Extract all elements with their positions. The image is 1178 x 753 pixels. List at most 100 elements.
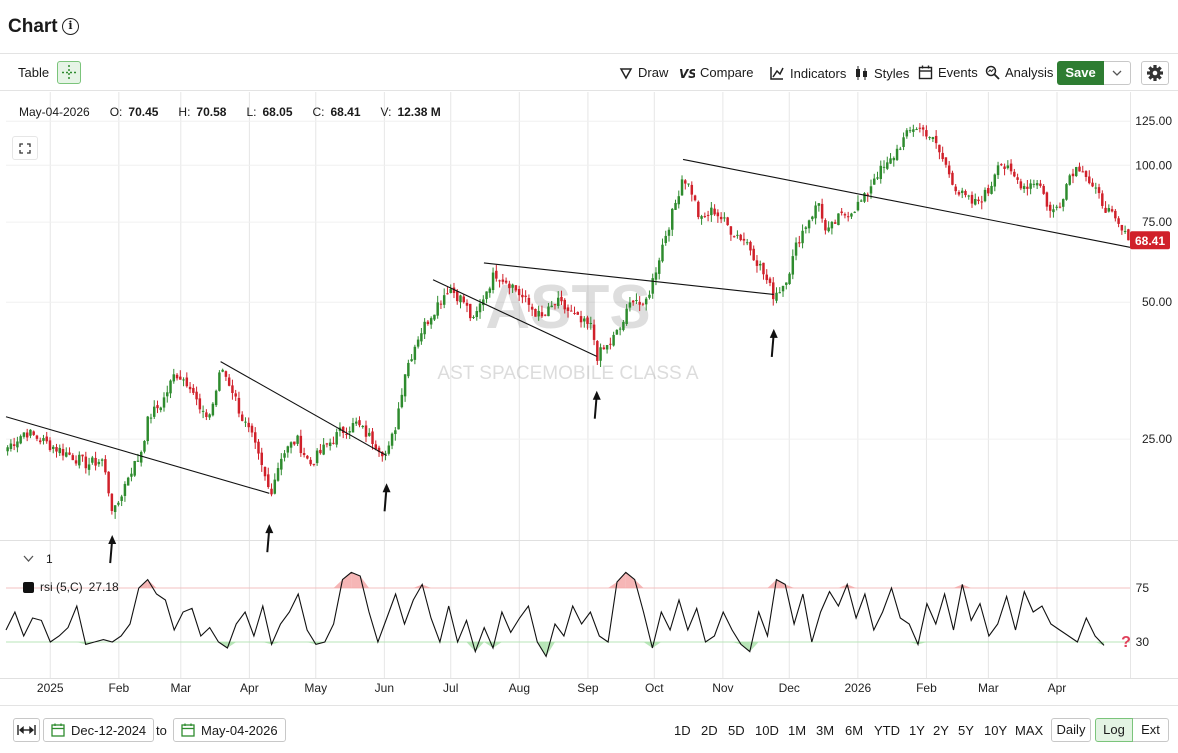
candle <box>667 227 671 242</box>
period-10d[interactable]: 10D <box>755 723 779 738</box>
chart-area[interactable]: 2025 Feb Mar Apr May Jun Jul Aug Sep Oct Nov Dec 202… <box>0 92 1178 704</box>
settings-button[interactable] <box>1141 61 1169 85</box>
period-5d[interactable]: 5D <box>728 723 745 738</box>
table-label: Table <box>18 65 50 80</box>
candle <box>951 170 954 186</box>
oversold-zone <box>262 642 272 645</box>
period-2y[interactable]: 2Y <box>933 723 949 738</box>
analysis-icon <box>985 65 1000 80</box>
candle <box>713 204 716 216</box>
to-label: to <box>156 723 167 738</box>
table-button[interactable]: Table <box>18 65 49 80</box>
candle <box>706 210 710 222</box>
draw-button[interactable]: Draw <box>619 65 668 80</box>
analysis-label: Analysis <box>1005 65 1054 80</box>
period-1d[interactable]: 1D <box>674 723 691 738</box>
arrow-up-icon <box>265 524 274 553</box>
candle <box>442 288 446 309</box>
period-1y[interactable]: 1Y <box>909 723 925 738</box>
y-tick-label: 25.00 <box>1142 432 1172 446</box>
indicators-button[interactable]: Indicators <box>769 65 846 81</box>
chevron-down-icon[interactable] <box>23 555 34 563</box>
start-date-input[interactable]: Dec-12-2024 <box>43 718 155 742</box>
log-toggle[interactable]: Log <box>1095 718 1133 742</box>
period-10y[interactable]: 10Y <box>984 723 1008 738</box>
candle <box>371 428 374 450</box>
candle <box>869 179 873 199</box>
candle <box>358 416 361 428</box>
compare-button[interactable]: VS Compare <box>679 65 753 80</box>
rsi-value: 27.18 <box>88 580 119 594</box>
candle <box>465 299 469 313</box>
candle <box>563 298 566 314</box>
save-button[interactable]: Save <box>1057 61 1104 85</box>
draw-label: Draw <box>638 65 669 80</box>
oversold-zone <box>732 642 741 645</box>
title-bar: Chart i <box>0 0 1178 54</box>
period-1m[interactable]: 1M <box>788 723 807 738</box>
candle <box>941 146 944 162</box>
period-6m[interactable]: 6M <box>845 723 864 738</box>
candle <box>68 447 71 456</box>
last-price-tag: 68.41 <box>1130 231 1170 250</box>
info-icon[interactable]: i <box>62 18 79 35</box>
candle <box>1019 178 1023 191</box>
analysis-button[interactable]: Analysis <box>985 65 1053 80</box>
candle <box>931 136 935 143</box>
range-button[interactable] <box>13 718 40 742</box>
candle <box>957 190 961 197</box>
end-date-input[interactable]: May-04-2026 <box>173 718 286 742</box>
rsi-line <box>5 571 1105 658</box>
arrow-up-icon <box>108 535 117 564</box>
styles-button[interactable]: Styles <box>855 65 909 81</box>
expand-button[interactable] <box>12 136 38 160</box>
candle <box>553 303 557 310</box>
candle <box>120 494 123 507</box>
candle <box>45 431 48 444</box>
candle <box>556 291 560 309</box>
period-5y[interactable]: 5Y <box>958 723 974 738</box>
candle <box>188 382 192 394</box>
candle <box>166 385 169 403</box>
candle <box>807 219 811 234</box>
candle <box>227 374 231 387</box>
x-tick-label: May <box>304 681 327 695</box>
candle <box>289 441 293 454</box>
candle <box>42 434 45 445</box>
question-mark-icon: ? <box>1121 634 1131 651</box>
period-max[interactable]: MAX <box>1015 723 1044 738</box>
candle <box>508 280 511 295</box>
candle <box>1071 168 1075 184</box>
candle <box>755 255 759 273</box>
candle <box>29 429 32 439</box>
candle <box>566 304 570 318</box>
candle <box>1006 160 1010 170</box>
candle <box>35 434 39 442</box>
period-3m[interactable]: 3M <box>816 723 835 738</box>
x-tick-label: Nov <box>712 681 733 695</box>
candle <box>270 483 273 497</box>
grid-lines <box>6 92 1130 678</box>
candle <box>987 184 990 197</box>
crosshair-button[interactable] <box>57 61 81 84</box>
candle <box>752 245 755 261</box>
candle <box>511 283 514 293</box>
candle <box>801 224 804 249</box>
candle <box>798 235 801 248</box>
chart-canvas[interactable]: 2025 Feb Mar Apr May Jun Jul Aug Sep Oct Nov Dec 202… <box>0 92 1178 704</box>
candle <box>351 417 355 433</box>
candle <box>459 294 462 309</box>
period-2d[interactable]: 2D <box>701 723 718 738</box>
candle <box>341 426 345 439</box>
candle <box>1013 168 1016 178</box>
events-button[interactable]: Events <box>918 65 978 80</box>
daily-toggle[interactable]: Daily <box>1051 718 1091 742</box>
period-ytd[interactable]: YTD <box>874 723 900 738</box>
oversold-zone <box>918 642 927 645</box>
candle <box>16 436 19 453</box>
candle <box>583 316 586 328</box>
candle <box>732 235 736 238</box>
rsi-legend[interactable]: rsi (5,C) 27.18 <box>23 580 119 594</box>
ext-toggle[interactable]: Ext <box>1133 718 1169 742</box>
save-dropdown-button[interactable] <box>1104 61 1131 85</box>
